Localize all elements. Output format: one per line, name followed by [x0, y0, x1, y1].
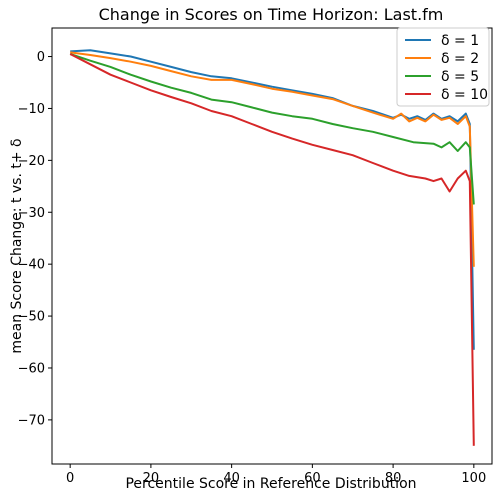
x-axis-title: Percentile Score in Reference Distributi… [125, 476, 416, 492]
legend-label-3: δ = 5 [441, 69, 479, 85]
y-tick-label: −10 [18, 102, 45, 117]
x-tick-label: 60 [304, 471, 321, 486]
x-tick-label: 40 [223, 471, 240, 486]
chart-title: Change in Scores on Time Horizon: Last.f… [99, 5, 444, 24]
y-tick-label: 0 [37, 50, 45, 65]
y-tick-label: −30 [18, 206, 45, 221]
y-tick-label: −70 [18, 413, 45, 428]
series-line-4 [69, 53, 475, 446]
series-line-3 [69, 53, 475, 205]
legend: δ = 1 δ = 2 δ = 5 δ = 10 [396, 27, 490, 107]
legend-label-4: δ = 10 [441, 87, 488, 103]
y-tick-label: −20 [18, 154, 45, 169]
y-axis-title: mean Score Change: t vs. t+ δ [9, 138, 25, 353]
series-line-2 [70, 51, 475, 267]
x-tick-label: 100 [461, 471, 486, 486]
y-tick-label: −60 [18, 361, 45, 376]
x-tick-label: 20 [143, 471, 160, 486]
x-tick-label: 0 [66, 471, 74, 486]
y-tick-label: −40 [18, 258, 45, 273]
plot-area: 0 20 40 60 80 100 0 −10 −20 −30 −40 −50 −60 −70 [18, 27, 493, 486]
y-tick-label: −50 [18, 310, 45, 325]
legend-label-2: δ = 2 [441, 51, 479, 67]
x-tick-label: 80 [385, 471, 402, 486]
legend-label-1: δ = 1 [441, 33, 479, 49]
legend-box [396, 27, 490, 107]
plot-frame [51, 27, 493, 465]
